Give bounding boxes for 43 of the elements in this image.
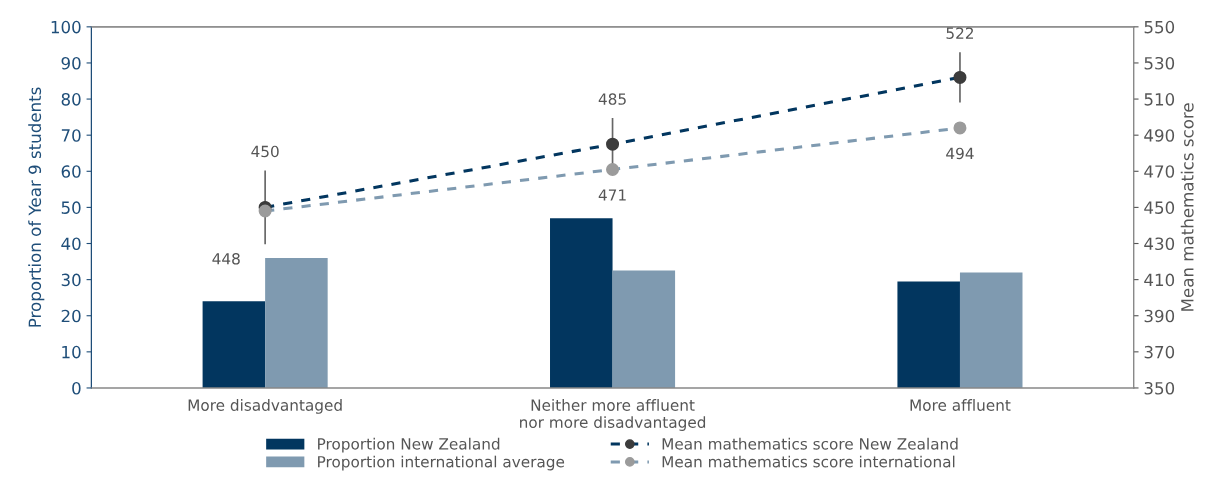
y2-tick-label: 550 <box>1144 20 1175 34</box>
y-tick-label: 80 <box>61 93 81 106</box>
y2-tick-label: 510 <box>1144 93 1175 106</box>
y2-tick-label: 410 <box>1144 273 1175 287</box>
y2-tick-label: 470 <box>1144 165 1175 178</box>
y2-tick-label: 390 <box>1144 309 1175 323</box>
data-label: 522 <box>946 27 974 39</box>
y-tick-label: 10 <box>62 345 81 359</box>
data-label: 485 <box>598 93 626 105</box>
data-label: 494 <box>946 147 974 160</box>
y2-tick-label: 350 <box>1144 381 1175 395</box>
bar <box>612 270 676 388</box>
legend-label: Mean mathematics score New Zealand <box>662 437 958 450</box>
x-tick-label: More disadvantaged <box>188 399 342 414</box>
y2-tick-label: 450 <box>1144 201 1175 214</box>
x-tick-label: More affluent <box>910 399 1011 411</box>
y-tick-label: 0 <box>72 381 81 395</box>
bar <box>897 281 960 388</box>
y2-tick-label: 530 <box>1144 56 1175 70</box>
legend-label: Mean mathematics score international <box>662 455 955 468</box>
bar <box>550 218 613 388</box>
y2-tick-label: 490 <box>1144 129 1175 142</box>
bar <box>265 257 328 388</box>
y-tick-label: 40 <box>61 237 81 251</box>
legend-label: Proportion New Zealand <box>318 437 500 453</box>
y-tick-label: 70 <box>61 129 81 142</box>
y2-axis-title: Mean mathematics score <box>1180 103 1194 311</box>
y2-tick-label: 370 <box>1144 345 1175 359</box>
bar <box>202 301 266 388</box>
y2-tick-label: 430 <box>1144 237 1175 251</box>
y-tick-label: 30 <box>61 273 81 287</box>
y-tick-label: 20 <box>61 309 81 323</box>
y-tick-label: 60 <box>61 165 81 178</box>
x-tick-label: Neither more affluent nor more disadvantaged <box>520 399 706 431</box>
y-tick-label: 100 <box>51 20 81 34</box>
data-label: 450 <box>251 145 279 158</box>
y-axis-title: Proportion of Year 9 students <box>28 87 45 327</box>
legend-label: Proportion international average <box>318 455 565 471</box>
y-tick-label: 50 <box>61 201 81 214</box>
data-label: 471 <box>598 189 626 201</box>
data-label: 448 <box>212 252 240 265</box>
bar <box>959 272 1023 388</box>
y-tick-label: 90 <box>61 56 81 70</box>
